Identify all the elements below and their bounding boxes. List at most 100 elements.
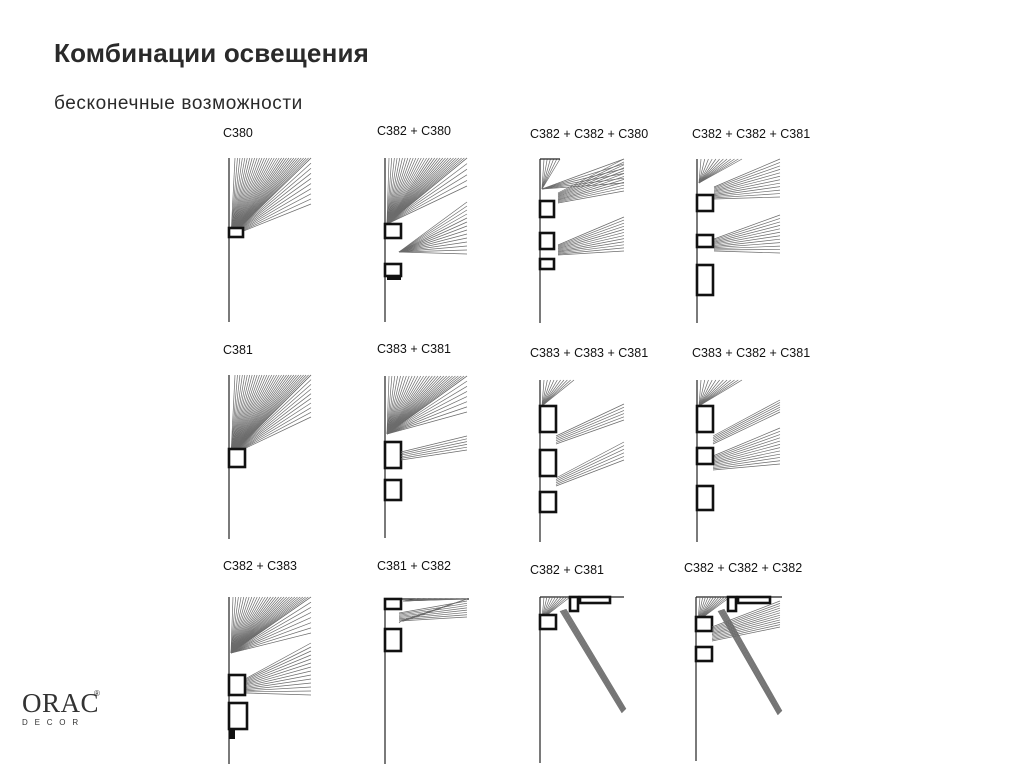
profile-c381	[385, 480, 401, 500]
light-ray	[713, 407, 780, 441]
light-ray-band	[401, 436, 467, 460]
profile-c383	[229, 703, 247, 729]
cornice-section-diagram	[692, 127, 792, 327]
profile-c382	[385, 224, 401, 238]
light-ray	[713, 412, 780, 444]
profile-c382	[697, 235, 713, 247]
profile-c382	[229, 675, 245, 695]
orac-decor-logo: ORAC ® DECOR	[22, 690, 99, 727]
profile-c382	[697, 448, 713, 464]
light-ray	[713, 435, 780, 459]
light-ray-fan	[403, 599, 467, 601]
profile-c383	[540, 406, 556, 432]
light-ray	[714, 246, 780, 249]
light-ray	[556, 407, 624, 437]
light-ray	[245, 693, 311, 695]
light-ray	[556, 446, 624, 480]
profile-c381	[697, 486, 713, 510]
profile-c382-ceiling	[570, 597, 578, 611]
light-ray	[399, 252, 467, 254]
profile-c382	[697, 195, 713, 211]
light-ray-band	[713, 400, 780, 444]
light-ray	[556, 414, 624, 441]
light-ray	[714, 218, 780, 240]
profile-c381	[540, 492, 556, 512]
light-ray	[713, 405, 780, 439]
cornice-section-diagram	[377, 342, 477, 542]
light-ray-band	[558, 217, 624, 255]
light-ray	[556, 442, 624, 478]
cornice-section-diagram	[223, 126, 323, 326]
profile-c381	[229, 449, 245, 467]
light-ray	[399, 210, 467, 252]
light-ray	[699, 380, 723, 406]
light-ray	[387, 376, 467, 434]
light-ray	[714, 251, 780, 253]
light-ray	[245, 655, 311, 682]
light-ray	[561, 611, 623, 713]
profile-c382-ceiling	[728, 597, 736, 611]
light-ray-band	[245, 643, 311, 695]
light-ray	[399, 603, 467, 614]
profile-solid	[229, 729, 235, 739]
light-ray	[560, 611, 622, 713]
logo-wordmark: ORAC	[22, 690, 99, 717]
profile-c381	[697, 265, 713, 295]
page-title: Комбинации освещения	[54, 38, 369, 69]
light-ray	[713, 438, 780, 460]
light-ray	[542, 380, 564, 406]
cornice-section-diagram	[684, 561, 794, 771]
profile-solid	[387, 276, 401, 280]
light-ray	[556, 420, 624, 444]
light-ray	[562, 610, 623, 711]
cornice-section-diagram	[223, 343, 323, 543]
light-ray-fan	[387, 376, 467, 434]
light-ray	[714, 215, 780, 239]
light-ray	[563, 610, 624, 711]
light-ray	[724, 609, 782, 711]
profile-c383	[540, 450, 556, 476]
light-ray	[399, 226, 467, 252]
profile-c382-ceiling	[580, 597, 610, 603]
logo-registered-mark: ®	[94, 689, 100, 698]
light-ray	[401, 447, 467, 458]
light-ray	[556, 456, 624, 484]
profile-c382-ceiling	[738, 597, 770, 603]
light-ray	[714, 159, 780, 187]
light-ray	[558, 220, 624, 246]
light-ray	[699, 159, 723, 183]
light-ray	[565, 609, 625, 709]
light-ray	[566, 609, 626, 709]
profile-c381	[540, 615, 556, 629]
profile-c380	[385, 264, 401, 276]
profile-c382	[540, 233, 554, 249]
light-ray	[718, 611, 778, 715]
light-ray	[558, 226, 624, 247]
light-ray	[563, 610, 624, 711]
light-ray	[245, 647, 311, 680]
light-ray-band	[556, 442, 624, 486]
light-ray	[556, 417, 624, 443]
light-ray	[231, 612, 311, 653]
profile-c381	[385, 629, 401, 651]
light-ray	[556, 410, 624, 439]
logo-subtitle: DECOR	[22, 718, 99, 727]
light-ray-band	[560, 609, 626, 713]
light-ray	[245, 659, 311, 683]
light-ray	[714, 229, 780, 244]
profile-c382	[696, 617, 712, 631]
light-ray	[245, 691, 311, 692]
light-ray	[713, 410, 780, 443]
light-ray-band	[714, 159, 780, 199]
cornice-section-diagram	[530, 346, 630, 546]
profile-c382	[696, 647, 712, 661]
light-ray	[401, 436, 467, 452]
profile-c380	[540, 259, 554, 269]
light-ray-band	[718, 609, 782, 715]
profile-c382	[540, 201, 554, 217]
page-subtitle: бесконечные возможности	[54, 93, 303, 115]
cornice-section-diagram	[692, 346, 792, 546]
light-ray	[714, 169, 780, 190]
light-ray-band	[714, 215, 780, 253]
cornice-section-diagram	[530, 563, 630, 773]
